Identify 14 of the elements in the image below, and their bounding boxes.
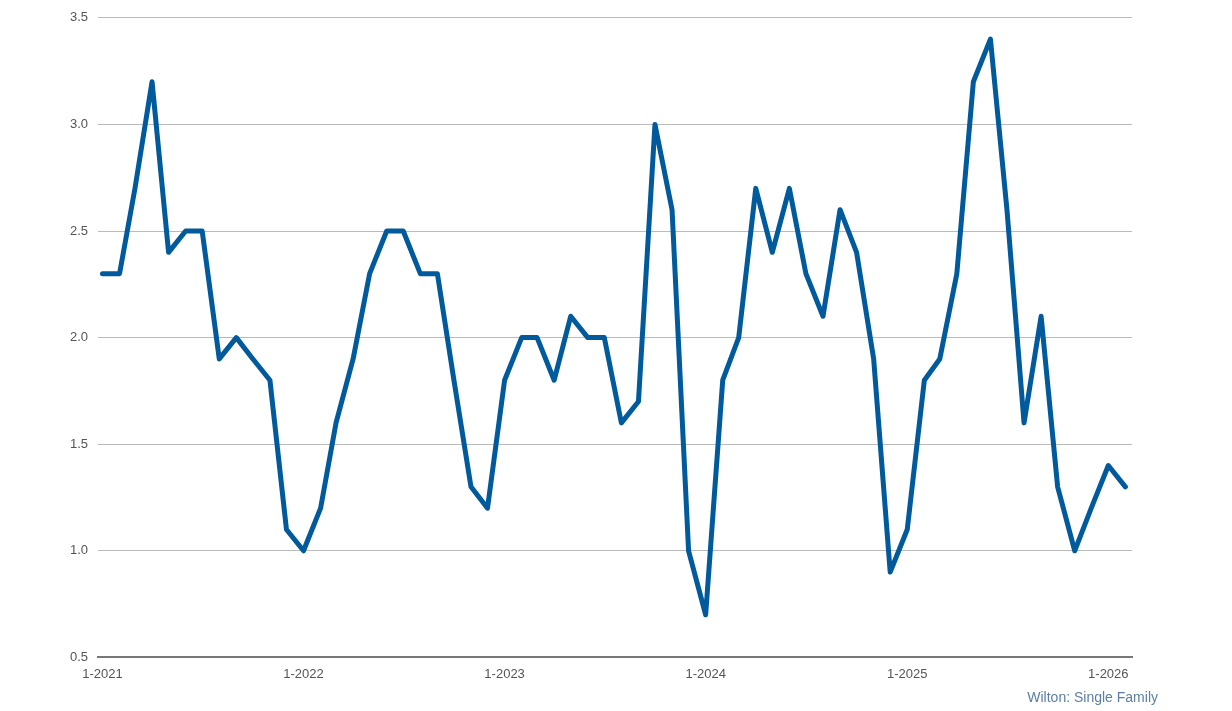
- y-tick-label: 2.0: [69, 329, 89, 345]
- x-tick-label: 1-2023: [484, 665, 525, 681]
- y-tick-label: 1.5: [69, 435, 89, 451]
- y-tick-label: 3.5: [69, 9, 89, 25]
- text: Wilton: Single Family: [1027, 689, 1158, 705]
- y-tick-label: 3.0: [69, 115, 89, 131]
- x-tick-label: 1-2025: [887, 665, 928, 681]
- x-tick-label: 1-2022: [283, 665, 324, 681]
- y-tick-label: 0.5: [69, 648, 89, 664]
- y-tick-label: 1.0: [69, 542, 89, 558]
- x-tick-label: 1-2024: [685, 665, 726, 681]
- x-tick-label: 1-2021: [82, 665, 123, 681]
- y-tick-label: 2.5: [69, 222, 89, 238]
- x-tick-label: 1-2026: [1088, 665, 1129, 681]
